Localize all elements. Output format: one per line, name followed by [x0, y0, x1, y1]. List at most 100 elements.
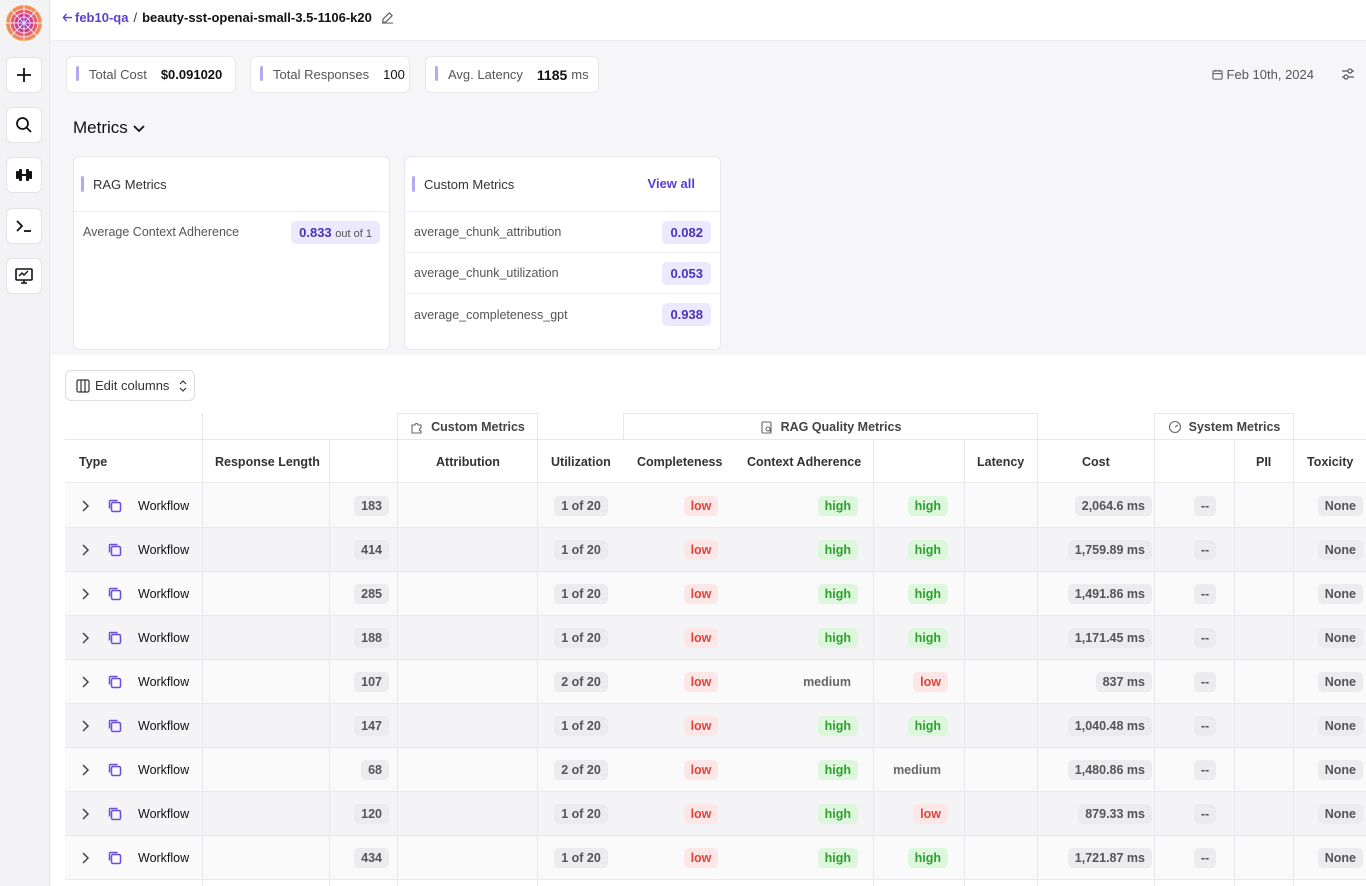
chevron-right-icon[interactable]: [78, 631, 92, 645]
prompt-button[interactable]: [6, 208, 42, 244]
column-header-utilization[interactable]: Utilization: [551, 455, 611, 469]
column-header-response-length[interactable]: Response Length: [215, 455, 320, 469]
column-header-toxicity[interactable]: Toxicity: [1307, 455, 1354, 469]
chevron-right-icon[interactable]: [78, 499, 92, 513]
custom-metrics-group-label: Custom Metrics: [431, 420, 525, 434]
evaluate-button[interactable]: [6, 157, 42, 193]
attribution-badge-cell: 1 of 20: [521, 836, 641, 880]
column-divider: [329, 439, 330, 886]
attribution-badge: 1 of 20: [554, 584, 608, 604]
response-length-badge: 107: [354, 672, 389, 692]
toxicity-badge: None: [1317, 760, 1363, 780]
attribution-badge: 2 of 20: [554, 672, 608, 692]
workflow-icon: [107, 762, 123, 778]
arrow-left-icon: [62, 13, 73, 22]
toxicity-badge: None: [1317, 628, 1363, 648]
completeness-badge-cell: high: [817, 528, 858, 572]
chevron-right-icon[interactable]: [78, 763, 92, 777]
view-all-link[interactable]: View all: [647, 176, 695, 191]
chevron-right-icon[interactable]: [78, 675, 92, 689]
date-picker[interactable]: Feb 10th, 2024: [1211, 67, 1314, 82]
column-header-context-adherence[interactable]: Context Adherence: [747, 455, 862, 469]
column-header-completeness[interactable]: Completeness: [637, 455, 723, 469]
column-header-pii[interactable]: PII: [1256, 455, 1272, 469]
table-row[interactable]: Workflow 120 1 of 20 low high low 879.33 ms -- N…: [65, 792, 1366, 836]
table-row[interactable]: Workflow 188 1 of 20 low high high 1,171.45 ms…: [65, 616, 1366, 660]
chevron-right-icon[interactable]: [78, 851, 92, 865]
response-length-badge: 285: [354, 584, 389, 604]
cost-badge: --: [1193, 496, 1217, 516]
completeness-badge: high: [817, 628, 858, 648]
back-link[interactable]: feb10-qa: [62, 10, 128, 25]
column-header-latency[interactable]: Latency: [977, 455, 1025, 469]
latency-badge: 1,171.45 ms: [1067, 628, 1152, 648]
avg-latency-unit: ms: [571, 67, 589, 82]
monitor-button[interactable]: [6, 258, 42, 294]
table-row[interactable]: Workflow 285 1 of 20 low high high 1,491.86 ms…: [65, 572, 1366, 616]
gauge-icon: [1168, 420, 1181, 434]
attribution-badge-cell: 1 of 20: [521, 616, 641, 660]
search-button[interactable]: [6, 107, 42, 143]
new-button[interactable]: [6, 57, 42, 93]
completeness-badge: high: [817, 848, 858, 868]
completeness-badge-cell: high: [817, 704, 858, 748]
settings-sliders-icon[interactable]: [1341, 67, 1355, 81]
completeness-badge-cell: medium: [796, 660, 858, 704]
utilization-badge: low: [683, 716, 719, 736]
utilization-badge-cell: low: [641, 528, 761, 572]
workflow-icon: [107, 630, 123, 646]
response-length-badge-cell: 183: [354, 484, 389, 528]
clipboard-search-icon: [761, 421, 772, 434]
latency-badge: 1,480.86 ms: [1067, 760, 1152, 780]
cost-badge-cell: --: [1145, 616, 1265, 660]
logo-icon[interactable]: [5, 4, 43, 42]
cost-badge: --: [1193, 628, 1217, 648]
response-length-badge: 68: [361, 760, 389, 780]
column-header-attribution[interactable]: Attribution: [436, 455, 500, 469]
utilization-badge: low: [683, 628, 719, 648]
table-row[interactable]: Workflow 434 1 of 20 low high high 1,721.87 ms…: [65, 836, 1366, 880]
column-divider: [1293, 413, 1294, 886]
edit-columns-button[interactable]: Edit columns: [65, 370, 195, 401]
context-adherence-badge: high: [907, 540, 948, 560]
table-row[interactable]: Workflow 107 2 of 20 low medium low 837 ms -- No…: [65, 660, 1366, 704]
breadcrumb: feb10-qa / beauty-sst-openai-small-3.5-1…: [62, 10, 394, 25]
cost-badge: --: [1193, 672, 1217, 692]
metrics-toggle[interactable]: Metrics: [73, 118, 146, 138]
row-type-label: Workflow: [138, 631, 190, 645]
response-length-badge-cell: 434: [354, 836, 389, 880]
utilization-badge: low: [683, 848, 719, 868]
chevron-right-icon[interactable]: [78, 543, 92, 557]
row-type-label: Workflow: [138, 499, 190, 513]
toxicity-badge-cell: None: [1317, 484, 1363, 528]
completeness-badge-cell: high: [817, 792, 858, 836]
table-row[interactable]: Workflow 183 1 of 20 low high high 2,064.6 ms -…: [65, 484, 1366, 528]
attribution-badge-cell: 2 of 20: [521, 660, 641, 704]
column-header-type[interactable]: Type: [79, 455, 108, 469]
context-adherence-badge-cell: high: [907, 704, 948, 748]
context-adherence-badge-cell: high: [907, 528, 948, 572]
pencil-icon[interactable]: [381, 11, 394, 24]
utilization-badge-cell: low: [641, 748, 761, 792]
utilization-badge-cell: low: [641, 572, 761, 616]
context-adherence-badge: high: [907, 716, 948, 736]
context-adherence-badge-cell: high: [907, 616, 948, 660]
date-label: Feb 10th, 2024: [1226, 67, 1314, 82]
response-length-badge: 147: [354, 716, 389, 736]
table-row[interactable]: Workflow 414 1 of 20 low high high 1,759.89 ms…: [65, 528, 1366, 572]
response-length-badge: 414: [354, 540, 389, 560]
cost-badge-cell: --: [1145, 528, 1265, 572]
toxicity-badge: None: [1317, 848, 1363, 868]
column-header-cost[interactable]: Cost: [1082, 455, 1110, 469]
chevron-right-icon[interactable]: [78, 587, 92, 601]
table-row[interactable]: Workflow 147 1 of 20 low high high 1,040.48 ms…: [65, 704, 1366, 748]
utilization-badge: low: [683, 760, 719, 780]
table-row[interactable]: Workflow 68 2 of 20 low high medium 1,480.86 m…: [65, 748, 1366, 792]
column-divider: [1154, 413, 1155, 886]
rag-metric-value: 0.833: [299, 224, 332, 240]
cost-badge-cell: --: [1145, 484, 1265, 528]
chevron-right-icon[interactable]: [78, 807, 92, 821]
search-icon: [16, 117, 32, 133]
column-divider: [1234, 439, 1235, 886]
chevron-right-icon[interactable]: [78, 719, 92, 733]
